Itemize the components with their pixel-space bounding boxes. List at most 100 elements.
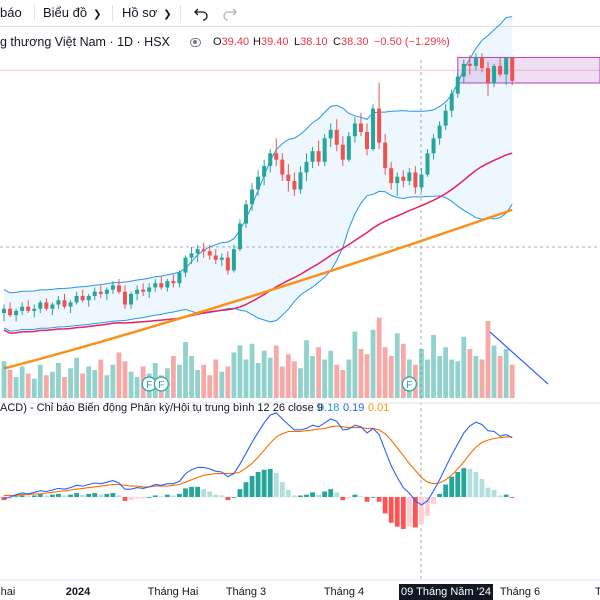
candle-body [80,295,85,301]
volume-bar [31,378,37,398]
volume-bar [304,340,309,398]
macd-histogram-bar [122,497,128,501]
x-axis-label: Tháng Hai [148,586,199,598]
volume-bar [322,359,328,398]
macd-histogram-bar [419,497,424,525]
macd-title[interactable]: ACD) - Chỉ báo Biến động Phân kỳ/Hội tụ … [0,402,323,414]
candle-body [225,257,230,271]
macd-histogram-bar [146,497,152,498]
candle-body [431,138,436,154]
open-value: O39.40 [213,36,250,48]
bollinger-lower-line [3,190,513,332]
undo-icon[interactable] [193,5,209,23]
macd-histogram-bar [189,486,194,497]
redo-icon[interactable] [222,5,238,23]
x-axis-label: hai [1,586,16,598]
volume-bar [243,359,249,398]
candle-body [316,151,321,162]
volume-bar [328,350,334,398]
macd-histogram-bar [437,493,442,497]
low-value: L38.10 [294,36,328,48]
macd-histogram-bar [485,487,491,497]
macd-histogram-bar [376,497,382,502]
candle-body [201,249,206,252]
candle-body [165,281,170,288]
volume-bar [316,347,321,398]
candle-body [219,257,224,260]
volume-bar [473,356,479,398]
candle-body [135,289,140,294]
candle-body [8,308,13,316]
candle-body [401,176,406,181]
volume-bar [503,349,509,398]
candle-body [38,302,43,309]
candle-body [479,57,484,69]
macd-histogram-bar [104,493,110,497]
volume-bar [255,363,261,398]
volume-bar [237,345,243,398]
volume-bar [358,349,364,398]
volume-bar [455,361,461,398]
macd-histogram-bar [304,494,309,497]
volume-bar [74,357,79,398]
candle-body [304,161,309,173]
volume-bar [273,345,279,398]
candle-body [183,257,188,273]
candle-body [177,272,182,284]
macd-histogram-bar [467,468,473,497]
candle-body [250,189,255,205]
volume-bar [116,352,122,398]
toolbar-divider [180,5,181,21]
macd-histogram-bar [164,494,170,497]
candle-body [467,63,472,66]
toolbar-divider [34,5,35,21]
volume-bar [292,361,297,398]
volume-bar [25,373,31,398]
candle-body [437,125,442,139]
macd-histogram-bar [219,495,225,497]
macd-histogram-bar [461,468,467,497]
macd-histogram-bar [37,493,43,497]
candle-body [389,168,394,184]
macd-histogram-bar [195,486,200,497]
highlight-zone [457,56,600,84]
x-axis-label: Tháng 4 [324,586,364,598]
volume-marker-label: F [146,380,152,391]
volume-bar [334,364,340,398]
indicators-button[interactable]: báo [0,5,22,20]
profile-menu-button[interactable]: Hồ sơ ❯ [122,4,172,22]
candle-body [92,291,97,296]
macd-histogram-bar [509,497,515,498]
candle-body [310,151,315,162]
candle-body [371,108,376,150]
candle-body [268,153,273,167]
x-axis-label: 2024 [66,586,91,598]
candle-body [14,310,19,316]
ma-short-line [3,152,513,335]
chart-menu-button[interactable]: Biểu đồ ❯ [43,4,101,22]
candle-body [419,174,424,188]
macd-histogram-bar [158,496,164,498]
volume-bar [467,349,473,398]
symbol-title[interactable]: g thương Việt Nam · 1D · HSX [0,35,170,49]
macd-histogram-bar [50,494,55,497]
macd-histogram-bar [7,497,13,499]
candle-body [334,129,339,145]
macd-histogram-bar [171,495,176,497]
volume-bar [382,347,388,398]
macd-histogram-bar [443,484,449,497]
candle-body [104,289,109,294]
volume-marker [153,376,169,392]
volume-bar [37,364,43,398]
close-value: C38.30 [333,36,369,48]
x-axis-label: Th [595,586,600,598]
macd-histogram-bar [346,497,352,499]
volume-bar [213,359,219,398]
volume-bar [134,377,140,398]
visibility-eye-icon[interactable] [190,38,201,47]
top-toolbar: báo Biểu đồ ❯ Hồ sơ ❯ [0,0,600,27]
candle-body [62,300,67,307]
candle-body [449,93,454,111]
volume-bar [449,359,455,398]
